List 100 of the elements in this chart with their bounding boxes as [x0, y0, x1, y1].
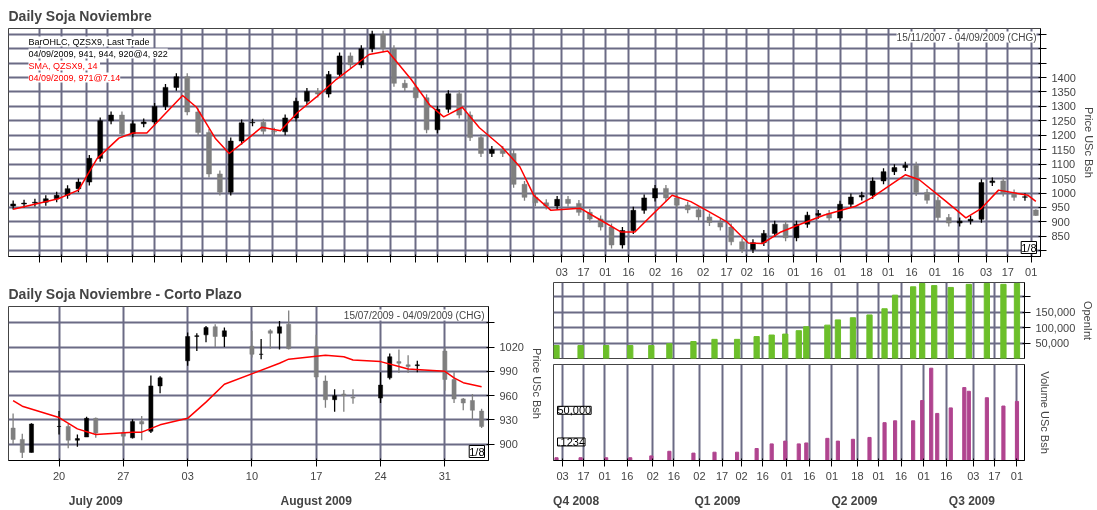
x-tick-label: 16 — [622, 265, 635, 278]
bar — [983, 282, 991, 359]
x-tick-label: 01 — [833, 265, 847, 278]
candlestick — [323, 374, 328, 409]
y-tick-label: 1050 — [1051, 172, 1076, 185]
candlestick — [151, 102, 158, 127]
x-tick-label: 01 — [1025, 265, 1038, 278]
bar — [919, 282, 926, 359]
bar — [753, 336, 760, 359]
x-tick-label: 16 — [756, 469, 769, 482]
bar — [667, 450, 672, 461]
y-tick-label: 1400 — [1051, 71, 1076, 84]
annotation: .1234 — [557, 435, 586, 448]
x-tick-label: 02 — [693, 469, 706, 482]
bar — [849, 317, 857, 359]
bar — [920, 400, 925, 461]
y-tick-label: 1250 — [1051, 114, 1076, 127]
bar — [649, 455, 654, 461]
y-tick-label: 1000 — [1051, 187, 1076, 200]
bar — [1014, 400, 1020, 461]
x-tick-label: 01 — [872, 469, 885, 482]
bar — [867, 436, 872, 461]
x-tick-label: 17 — [720, 265, 733, 278]
candlestick — [456, 89, 462, 120]
candlestick — [162, 83, 169, 111]
x-tick-label: 01 — [928, 265, 941, 278]
bar — [891, 294, 899, 359]
x2-tick-label: Q3 2009 — [948, 493, 996, 508]
candlestick — [130, 418, 135, 440]
candlestick — [935, 196, 941, 222]
x2-tick-label: Q4 2008 — [553, 493, 600, 508]
candlestick — [119, 110, 125, 138]
candlestick — [10, 412, 16, 445]
candlestick — [222, 326, 227, 348]
x-tick-label: 01 — [780, 469, 793, 482]
bar — [835, 440, 840, 461]
candlestick — [434, 105, 441, 134]
bar — [1013, 282, 1021, 359]
x2-tick-label: Q1 2009 — [694, 493, 741, 508]
candlestick — [19, 433, 25, 459]
bar — [966, 390, 971, 461]
y-tick-label: 1350 — [1051, 85, 1076, 98]
candlestick — [479, 407, 484, 429]
chart-subtitle: 15/11/2007 - 04/09/2009 (CHG) — [896, 31, 1037, 43]
x-tick-label: 18 — [851, 469, 864, 482]
bar — [768, 334, 775, 359]
x-tick-label: 01 — [825, 469, 839, 482]
x-tick-label: 16 — [894, 469, 908, 482]
candlestick — [608, 222, 615, 250]
x-tick-label: 18 — [860, 265, 873, 278]
x-tick-label: 16 — [952, 265, 965, 278]
bar — [603, 345, 610, 359]
y-tick-label: 900 — [1051, 215, 1070, 228]
bar — [782, 333, 789, 359]
candlestick — [56, 410, 62, 436]
x-tick-label: 02 — [697, 265, 710, 278]
y-tick-label: 1300 — [1051, 100, 1076, 113]
y-tick-label: 990 — [499, 365, 518, 378]
candlestick — [869, 176, 876, 200]
bar — [690, 341, 697, 359]
x-tick-label: 03 — [979, 265, 993, 278]
candlestick — [369, 30, 375, 53]
bar — [627, 345, 634, 359]
x-tick-label: 17 — [577, 265, 590, 278]
bar — [965, 283, 972, 359]
x-tick-label: 16 — [621, 469, 634, 482]
x-tick-label: 03 — [555, 265, 568, 278]
bar — [691, 452, 696, 461]
candlestick — [86, 154, 93, 187]
candlestick — [728, 222, 734, 246]
x2-tick-label: Q2 2009 — [831, 493, 878, 508]
bar — [1001, 405, 1006, 461]
x-tick-label: 17 — [988, 469, 1001, 482]
x-tick-label: 02 — [740, 265, 753, 278]
y-tick-label: 1020 — [499, 341, 524, 354]
x-tick-label: 17 — [577, 469, 590, 482]
candlestick — [336, 51, 343, 79]
x-tick-label: 10 — [245, 469, 259, 482]
bar — [893, 420, 898, 461]
candlestick — [65, 423, 71, 449]
bar — [577, 345, 584, 359]
x-tick-label: 01 — [917, 469, 930, 482]
bar — [578, 457, 583, 461]
candlestick — [451, 371, 457, 404]
x-tick-label: 17 — [1001, 265, 1014, 278]
bar — [733, 338, 741, 359]
bar — [628, 457, 633, 461]
y-tick-label: 50,000 — [1035, 337, 1070, 350]
bar — [948, 407, 953, 461]
bar — [962, 387, 967, 461]
y-axis-title: Price USc Bsh — [1082, 107, 1095, 178]
candlestick — [195, 107, 201, 137]
y-tick-label: 1150 — [1051, 143, 1076, 156]
x-tick-label: 02 — [646, 469, 659, 482]
candlestick — [405, 354, 411, 374]
x-tick-label: 03 — [181, 469, 194, 482]
candlestick — [521, 180, 528, 202]
x-tick-label: 16 — [940, 469, 953, 482]
annotation: 1/8 — [469, 445, 485, 458]
annotation: 50,000 — [557, 404, 592, 417]
